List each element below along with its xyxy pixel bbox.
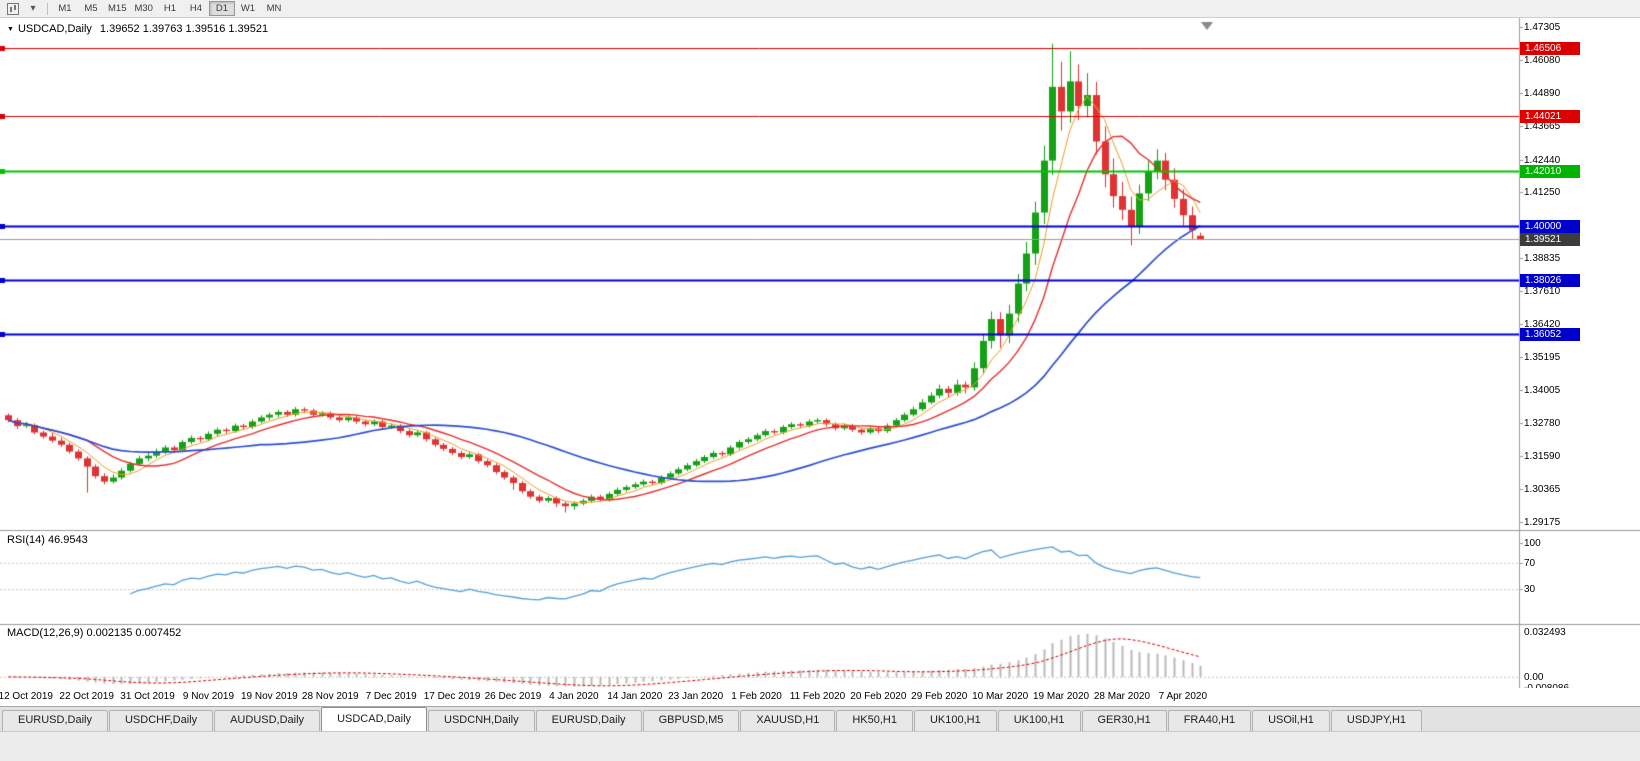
- timeframe-button-h4[interactable]: H4: [183, 1, 209, 16]
- symbol-dropdown-icon[interactable]: ▼: [7, 26, 14, 33]
- price-chart-canvas[interactable]: [0, 18, 1640, 688]
- price-axis-tick: 1.36420: [1524, 318, 1561, 330]
- date-label: 12 Oct 2019: [0, 691, 53, 702]
- date-label: 22 Oct 2019: [59, 691, 114, 702]
- rsi-current-value: 46.9543: [47, 534, 88, 546]
- chart-tab-usoil-h1[interactable]: USOil,H1: [1252, 710, 1330, 731]
- toolbar-separator: [47, 2, 48, 15]
- date-label: 19 Mar 2020: [1032, 691, 1090, 702]
- date-label: 11 Feb 2020: [789, 691, 846, 702]
- price-level-badge: 1.38026: [1520, 273, 1580, 287]
- date-label: 10 Mar 2020: [972, 691, 1029, 702]
- date-label: 31 Oct 2019: [120, 691, 175, 702]
- rsi-header: RSI(14) 46.9543: [7, 534, 88, 546]
- price-axis-tick: 1.42440: [1524, 154, 1561, 166]
- date-label: 1 Feb 2020: [731, 691, 782, 702]
- price-axis-tick: 1.34005: [1524, 384, 1561, 396]
- chart-window: ▼ USDCAD,Daily 1.39652 1.39763 1.39516 1.3…: [0, 18, 1640, 706]
- timeframe-button-h1[interactable]: H1: [157, 1, 183, 16]
- date-label: 4 Jan 2020: [549, 691, 599, 702]
- date-label: 28 Nov 2019: [301, 691, 359, 702]
- time-axis[interactable]: 12 Oct 2019 22 Oct 2019 31 Oct 2019 9 Nov 2…: [0, 688, 1640, 706]
- macd-axis-tick: 0.00: [1524, 671, 1544, 683]
- price-axis-tick: 1.35195: [1524, 352, 1561, 364]
- bottom-strip: [0, 731, 1640, 761]
- date-label: 7 Apr 2020: [1158, 691, 1208, 702]
- dropdown-arrow-icon[interactable]: ▾: [30, 3, 36, 14]
- timeframe-button-w1[interactable]: W1: [235, 1, 261, 16]
- macd-axis-tick: 0.032493: [1524, 627, 1566, 638]
- chart-tab-fra40-h1[interactable]: FRA40,H1: [1167, 710, 1252, 731]
- chart-ohlc-values: 1.39652 1.39763 1.39516 1.39521: [99, 23, 269, 35]
- date-label: 29 Feb 2020: [911, 691, 968, 702]
- rsi-axis-tick: 100: [1524, 537, 1541, 549]
- timeframe-toolbar: ▾ M1 M5 M15 M30 H1 H4 D1 W1 MN: [0, 0, 1640, 18]
- rsi-axis-tick: 30: [1524, 584, 1536, 596]
- date-label: 17 Dec 2019: [423, 691, 481, 702]
- rsi-name: RSI(14): [7, 534, 45, 546]
- price-level-badge: 1.42010: [1520, 164, 1580, 178]
- chart-tabs: EURUSD,Daily USDCHF,Daily AUDUSD,Daily USDC…: [0, 706, 1640, 731]
- chart-symbol-label: USDCAD,Daily: [17, 23, 92, 35]
- price-axis-tick: 1.47305: [1524, 21, 1561, 33]
- chart-tab-usdjpy-h1[interactable]: USDJPY,H1: [1330, 710, 1423, 731]
- macd-current-values: 0.002135 0.007452: [86, 627, 182, 639]
- chart-tab-audusd-daily[interactable]: AUDUSD,Daily: [214, 710, 321, 731]
- price-axis-tick: 1.41250: [1524, 187, 1561, 199]
- chart-tab-ger30-h1[interactable]: GER30,H1: [1081, 710, 1167, 731]
- chart-tab-gbpusd-m5[interactable]: GBPUSD,M5: [642, 710, 740, 731]
- timeframe-button-m5[interactable]: M5: [78, 1, 104, 16]
- date-label: 9 Nov 2019: [182, 691, 235, 702]
- price-axis-tick: 1.46080: [1524, 55, 1561, 67]
- timeframe-button-m1[interactable]: M1: [52, 1, 78, 16]
- date-label: 14 Jan 2020: [607, 691, 663, 702]
- date-label: 23 Jan 2020: [668, 691, 724, 702]
- date-label: 28 Mar 2020: [1093, 691, 1151, 702]
- chart-tab-xauusd-h1[interactable]: XAUUSD,H1: [740, 710, 836, 731]
- timeframe-button-mn[interactable]: MN: [261, 1, 287, 16]
- chart-tab-uk100-h1[interactable]: UK100,H1: [913, 710, 997, 731]
- price-axis-tick: 1.31590: [1524, 450, 1561, 462]
- chart-tab-uk100-h1[interactable]: UK100,H1: [997, 710, 1081, 731]
- timeframe-button-m15[interactable]: M15: [104, 1, 130, 16]
- price-axis-tick: 1.32780: [1524, 418, 1561, 430]
- chart-tab-usdcnh-daily[interactable]: USDCNH,Daily: [428, 710, 535, 731]
- price-level-badge: 1.46506: [1520, 41, 1580, 55]
- price-axis-tick: 1.38835: [1524, 253, 1561, 265]
- price-axis-tick: 1.29175: [1524, 516, 1561, 528]
- price-level-badge: 1.44021: [1520, 109, 1580, 123]
- timeframe-buttons: M1 M5 M15 M30 H1 H4 D1 W1 MN: [52, 1, 287, 16]
- date-label: 19 Nov 2019: [240, 691, 298, 702]
- macd-name: MACD(12,26,9): [7, 627, 84, 639]
- timeframe-button-m30[interactable]: M30: [130, 1, 156, 16]
- chart-type-icon[interactable]: [3, 1, 23, 17]
- date-label: 7 Dec 2019: [365, 691, 417, 702]
- timeframe-button-d1[interactable]: D1: [208, 1, 235, 16]
- macd-header: MACD(12,26,9) 0.002135 0.007452: [7, 627, 181, 639]
- current-price-badge: 1.39521: [1520, 232, 1580, 246]
- chart-tab-usdcad-daily[interactable]: USDCAD,Daily: [321, 707, 428, 731]
- chart-tab-usdchf-daily[interactable]: USDCHF,Daily: [108, 710, 214, 731]
- chart-tab-eurusd-daily[interactable]: EURUSD,Daily: [2, 710, 108, 731]
- price-axis-tick: 1.30365: [1524, 484, 1561, 496]
- rsi-axis-tick: 70: [1524, 557, 1536, 569]
- chart-tab-eurusd-daily[interactable]: EURUSD,Daily: [535, 710, 642, 731]
- price-axis-tick: 1.43665: [1524, 121, 1561, 133]
- price-axis-tick: 1.44890: [1524, 87, 1561, 99]
- price-level-badge: 1.40000: [1520, 219, 1580, 233]
- chart-title: ▼ USDCAD,Daily 1.39652 1.39763 1.39516 1.3…: [7, 23, 268, 35]
- candlestick-chart-glyph: [7, 2, 19, 15]
- date-label: 26 Dec 2019: [484, 691, 542, 702]
- date-label: 20 Feb 2020: [850, 691, 907, 702]
- chart-tab-hk50-h1[interactable]: HK50,H1: [836, 710, 913, 731]
- price-axis-tick: 1.37610: [1524, 286, 1561, 298]
- price-level-badge: 1.36052: [1520, 327, 1580, 341]
